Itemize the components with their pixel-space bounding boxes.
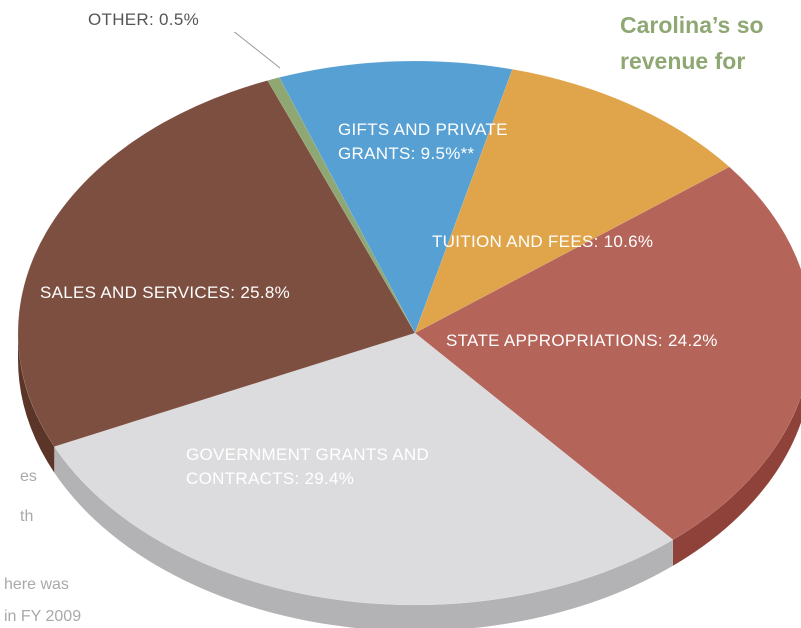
slice-label: GOVERNMENT GRANTS AND CONTRACTS: 29.4% xyxy=(186,445,430,488)
title-line: Carolina’s so xyxy=(620,12,764,38)
background-text: in FY 2009 xyxy=(4,608,82,625)
background-text: es xyxy=(20,468,37,485)
slice xyxy=(267,77,416,334)
slice-side xyxy=(18,333,55,473)
slice xyxy=(278,60,513,334)
background-text: here was xyxy=(4,576,69,593)
slice-label: GIFTS AND PRIVATE GRANTS: 9.5%** xyxy=(338,120,508,163)
slice-side xyxy=(54,446,673,628)
slice xyxy=(414,69,730,334)
slice-label: OTHER: 0.5% xyxy=(88,8,268,32)
slice-label: SALES AND SERVICES: 25.8% xyxy=(40,283,291,302)
slice-label: STATE APPROPRIATIONS: 24.2% xyxy=(446,331,718,350)
slice-label: TUITION AND FEES: 10.6% xyxy=(432,232,654,251)
background-text: th xyxy=(20,508,34,525)
title-line: revenue for xyxy=(620,48,746,74)
slice xyxy=(17,80,416,447)
leader-line xyxy=(231,29,281,69)
slice xyxy=(53,332,674,606)
slice-side xyxy=(672,396,801,566)
slice xyxy=(414,166,801,541)
